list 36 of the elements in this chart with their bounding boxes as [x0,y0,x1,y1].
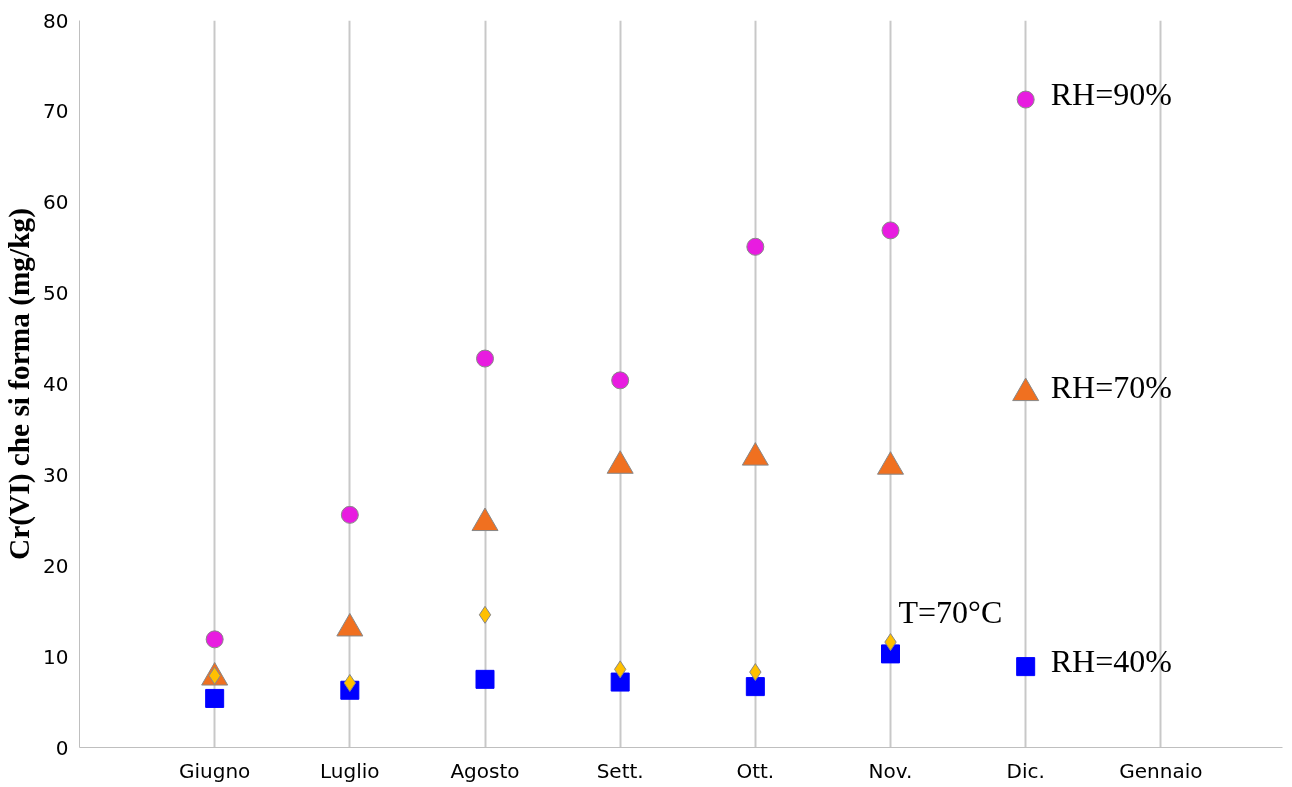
y-tick-label: 40 [43,372,69,396]
x-tick-label: Luglio [320,758,380,783]
point [476,349,495,368]
point [610,672,630,692]
x-tick-label: Giugno [179,758,251,783]
y-tick-label: 80 [43,8,69,33]
point [340,505,359,524]
y-tick-label: 50 [43,281,69,306]
point [1016,657,1036,677]
y-tick-label: 20 [43,553,69,578]
point [881,221,900,240]
x-tick-label: Ott. [736,758,775,783]
x-tick-label: Sett. [596,758,644,783]
x-tick-label: Agosto [450,758,520,783]
point [1016,90,1035,109]
point [205,630,224,649]
point [478,605,492,624]
series-label: RH=90% [1050,75,1172,112]
series-label: T=70°C [898,594,1003,631]
y-tick-label: 10 [43,644,69,669]
x-tick-label: Nov. [868,758,913,783]
x-tick-label: Gennaio [1119,758,1203,783]
y-tick-label: 30 [43,462,69,487]
y-tick-label: 0 [55,735,69,760]
point [205,688,225,708]
point [745,677,765,697]
y-axis-title: Cr(VI) che si forma (mg/kg) [3,208,37,560]
point [881,644,901,664]
y-tick-label: 60 [43,190,69,215]
y-tick-label: 70 [43,99,69,124]
series-label: RH=40% [1050,642,1172,679]
point [475,669,495,689]
series-label: RH=70% [1050,369,1172,406]
x-tick-label: Dic. [1006,758,1045,783]
point [611,371,630,390]
point [746,237,765,256]
